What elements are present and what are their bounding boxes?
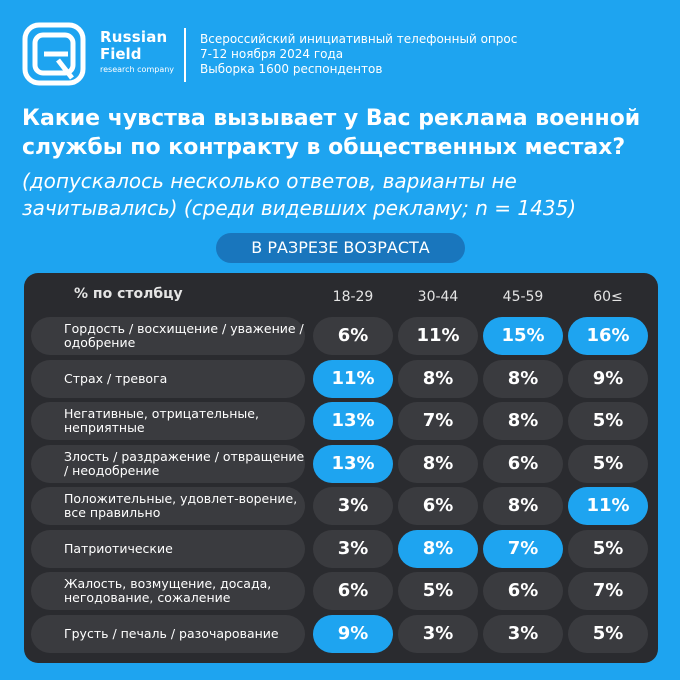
value-cell: 5%	[568, 402, 648, 440]
column-header-30-44: 30-44	[417, 289, 459, 305]
value-cell: 16%	[568, 317, 648, 355]
value-cell: 3%	[483, 615, 563, 653]
value-cell: 11%	[313, 360, 393, 398]
header-divider	[184, 28, 186, 82]
note-line-1: (допускалось несколько ответов, варианты…	[22, 169, 517, 193]
survey-info: Всероссийский инициативный телефонный оп…	[200, 32, 517, 77]
value-cell: 8%	[483, 487, 563, 525]
value-cell: 7%	[483, 530, 563, 568]
rf-logo-icon	[22, 22, 86, 86]
value-cell: 13%	[313, 402, 393, 440]
value-cell: 8%	[483, 360, 563, 398]
value-cell: 11%	[568, 487, 648, 525]
value-cell: 6%	[483, 445, 563, 483]
brand-name: Russian Field research company	[100, 30, 174, 74]
column-header-45-59: 45-59	[502, 289, 544, 305]
value-cell: 6%	[398, 487, 478, 525]
value-cell: 6%	[483, 572, 563, 610]
brand-line-1: Russian	[100, 28, 168, 46]
question-line-1: Какие чувства вызывает у Вас реклама вое…	[22, 106, 641, 131]
value-cell: 8%	[483, 402, 563, 440]
value-cell: 5%	[398, 572, 478, 610]
question-line-2: службы по контракту в общественных места…	[22, 135, 626, 160]
value-cell: 8%	[398, 445, 478, 483]
survey-line-2: 7-12 ноября 2024 года	[200, 47, 344, 61]
survey-line-3: Выборка 1600 респондентов	[200, 62, 383, 76]
value-cell: 5%	[568, 530, 648, 568]
value-cell: 6%	[313, 572, 393, 610]
row-label: Гордость / восхищение / уважение / одобр…	[31, 317, 305, 355]
value-cell: 8%	[398, 360, 478, 398]
value-cell: 5%	[568, 615, 648, 653]
question-note: (допускалось несколько ответов, варианты…	[22, 168, 662, 222]
value-cell: 9%	[313, 615, 393, 653]
value-cell: 3%	[313, 530, 393, 568]
value-cell: 8%	[398, 530, 478, 568]
question-title: Какие чувства вызывает у Вас реклама вое…	[22, 104, 662, 162]
value-cell: 3%	[398, 615, 478, 653]
row-label: Страх / тревога	[31, 360, 305, 398]
section-label: В РАЗРЕЗЕ ВОЗРАСТА	[216, 233, 465, 263]
note-line-2: зачитывались) (среди видевших рекламу; n…	[22, 196, 577, 220]
brand-tagline: research company	[100, 65, 175, 74]
row-label: Грусть / печаль / разочарование	[31, 615, 305, 653]
value-cell: 7%	[398, 402, 478, 440]
row-label: Злость / раздражение / отвращение / неод…	[31, 445, 305, 483]
survey-line-1: Всероссийский инициативный телефонный оп…	[200, 32, 518, 46]
value-cell: 3%	[313, 487, 393, 525]
column-header-18-29: 18-29	[332, 289, 374, 305]
value-cell: 7%	[568, 572, 648, 610]
value-cell: 9%	[568, 360, 648, 398]
brand-line-2: Field	[100, 45, 142, 63]
column-header-60-plus: 60≤	[593, 289, 623, 305]
row-label: Положительные, удовлет-ворение, все прав…	[31, 487, 305, 525]
row-label: Патриотические	[31, 530, 305, 568]
value-cell: 11%	[398, 317, 478, 355]
value-cell: 15%	[483, 317, 563, 355]
table-corner-label: % по столбцу	[74, 286, 183, 302]
value-cell: 13%	[313, 445, 393, 483]
row-label: Негативные, отрицательные, неприятные	[31, 402, 305, 440]
value-cell: 5%	[568, 445, 648, 483]
row-label: Жалость, возмущение, досада, негодование…	[31, 572, 305, 610]
value-cell: 6%	[313, 317, 393, 355]
